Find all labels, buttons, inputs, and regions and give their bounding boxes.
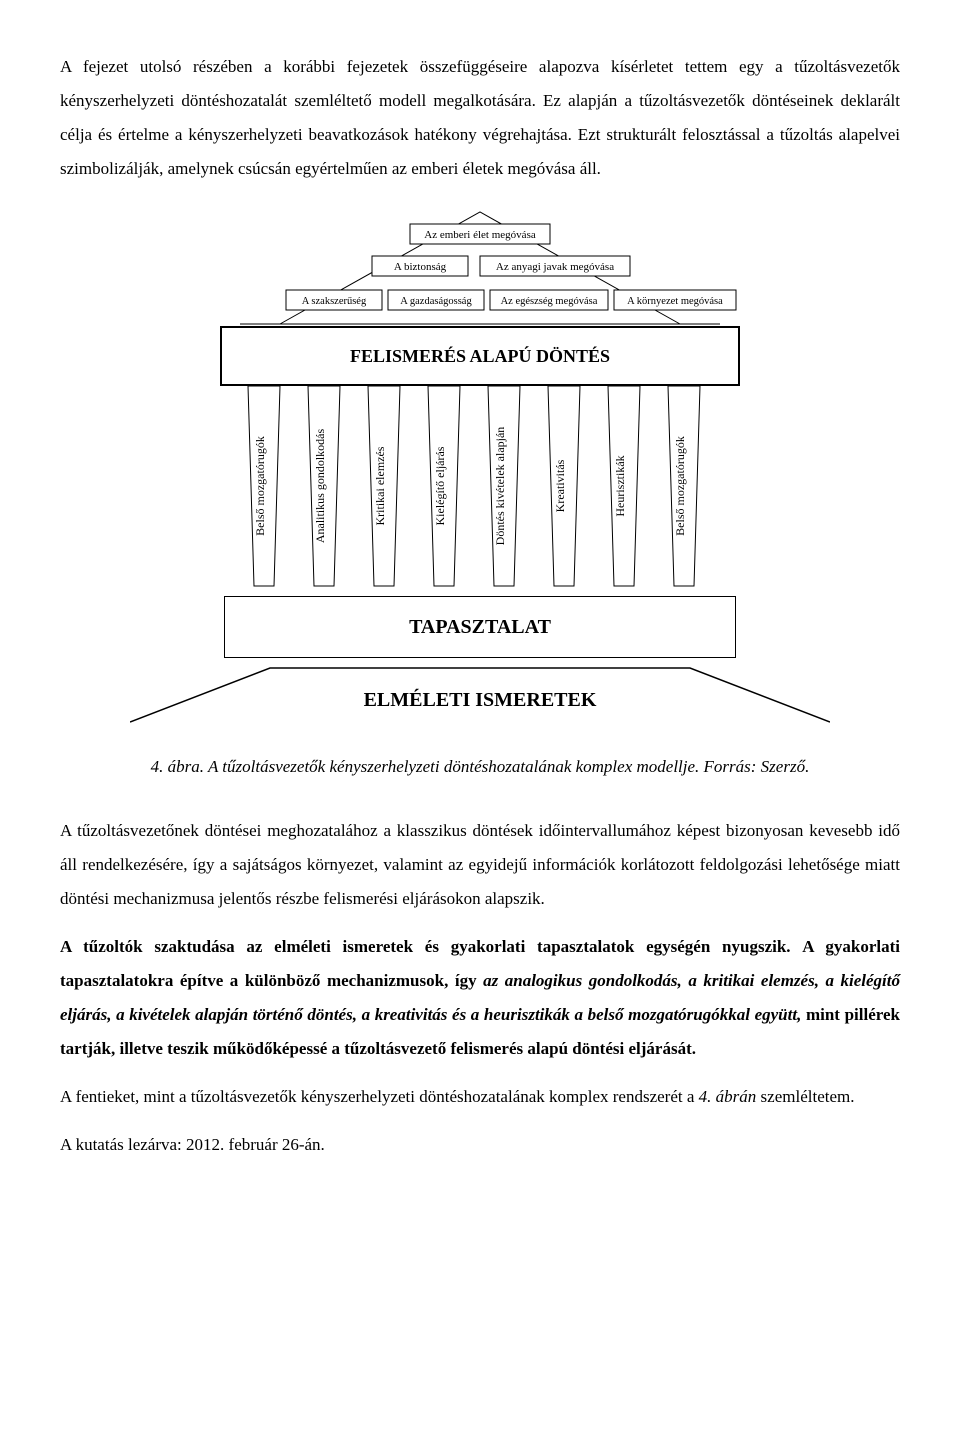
foundation: ELMÉLETI ISMERETEK <box>200 680 760 720</box>
roof-top-0: Az emberi élet megóvása <box>424 229 536 241</box>
col-3: Kielégítő eljárás <box>433 446 447 525</box>
p4-b: szemléltetem. <box>756 1087 854 1106</box>
col-4: Döntés kivételek alapján <box>493 427 507 546</box>
roof-outline: Az emberi élet megóvása A biztonság Az a… <box>200 206 760 326</box>
entablature: FELISMERÉS ALAPÚ DÖNTÉS <box>220 326 740 386</box>
paragraph-5: A kutatás lezárva: 2012. február 26-án. <box>60 1128 900 1162</box>
paragraph-3: A tűzoltók szaktudása az elméleti ismere… <box>60 930 900 1066</box>
columns: Belső mozgatórugók Analitikus gondolkodá… <box>200 386 760 596</box>
paragraph-1: A fejezet utolsó részében a korábbi feje… <box>60 50 900 186</box>
col-6: Heurisztikák <box>613 455 627 516</box>
col-1: Analitikus gondolkodás <box>313 429 327 544</box>
p4-a: A fentieket, mint a tűzoltásvezetők kény… <box>60 1087 699 1106</box>
col-2: Kritikai elemzés <box>373 446 387 525</box>
paragraph-2: A tűzoltásvezetőnek döntései meghozatalá… <box>60 814 900 916</box>
p3-bold-lead: A tűzoltók szaktudása az elméleti ismere… <box>60 937 791 956</box>
col-5: Kreativitás <box>553 459 567 512</box>
roof-bot-1: A gazdaságosság <box>400 296 472 307</box>
stylobate: TAPASZTALAT <box>224 596 736 658</box>
col-0: Belső mozgatórugók <box>253 436 267 536</box>
roof-bot-0: A szakszerűség <box>302 296 367 307</box>
roof-bot-3: A környezet megóvása <box>627 296 723 307</box>
p4-i: 4. ábrán <box>699 1087 757 1106</box>
roof-mid-1: Az anyagi javak megóvása <box>496 261 614 273</box>
figure-caption: 4. ábra. A tűzoltásvezetők kényszerhelyz… <box>60 750 900 784</box>
paragraph-4: A fentieket, mint a tűzoltásvezetők kény… <box>60 1080 900 1114</box>
roof-mid-0: A biztonság <box>394 261 447 273</box>
roof-bot-2: Az egészség megóvása <box>501 296 598 307</box>
model-diagram: Az emberi élet megóvása A biztonság Az a… <box>200 206 760 720</box>
col-7: Belső mozgatórugók <box>673 436 687 536</box>
